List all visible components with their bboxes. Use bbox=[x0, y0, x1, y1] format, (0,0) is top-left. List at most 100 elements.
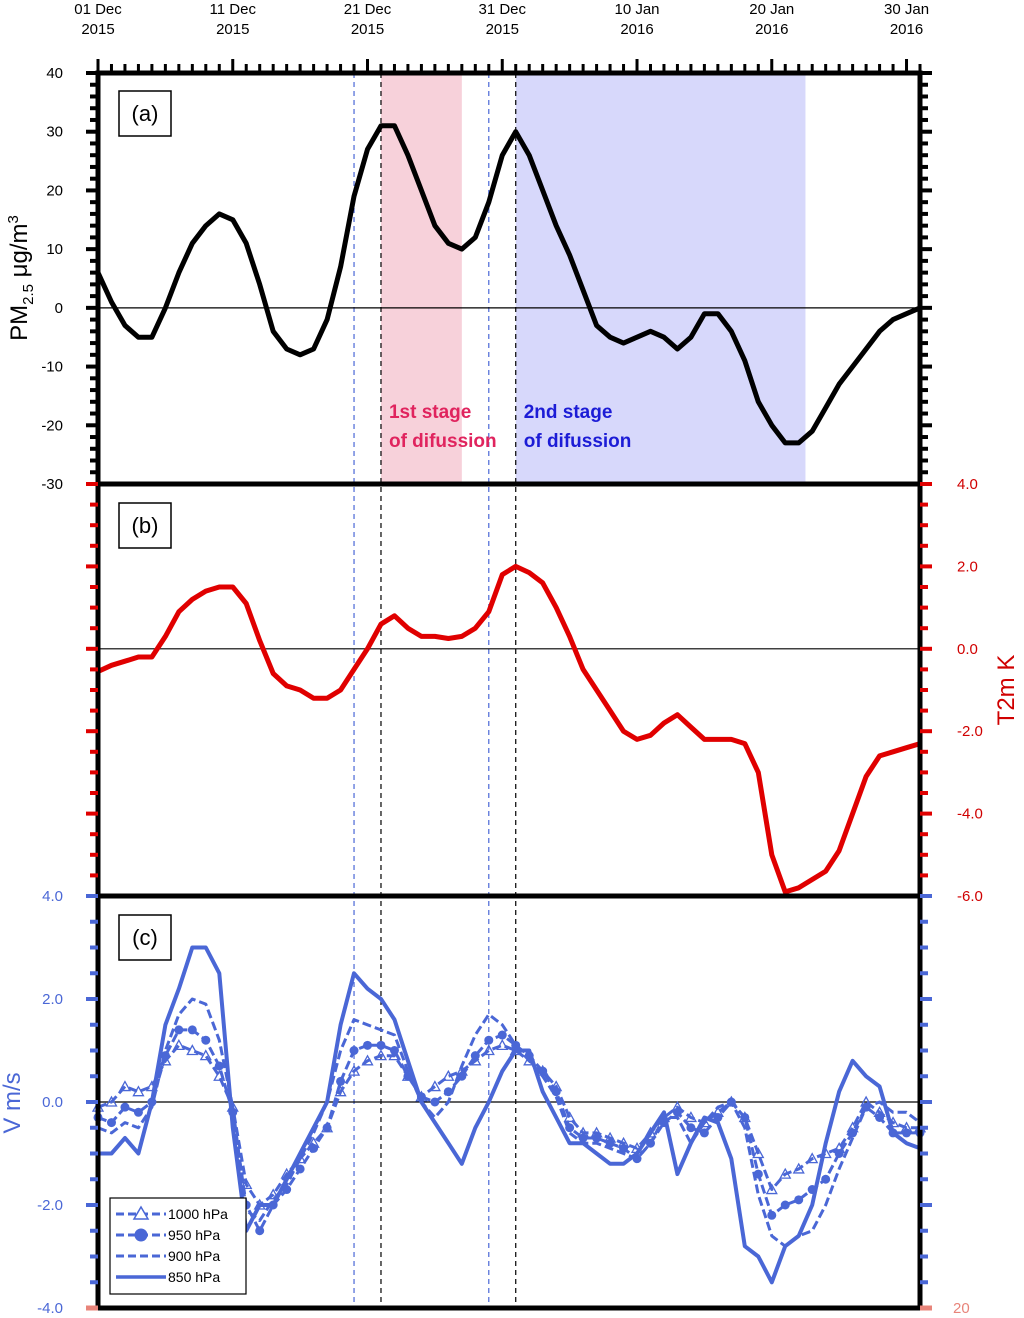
legend-label-1: 1000 hPa bbox=[168, 1206, 228, 1222]
point-1000hpa bbox=[482, 1044, 495, 1056]
panel-label-box-3 bbox=[118, 914, 172, 961]
x-tick-label-line2: 2015 bbox=[351, 21, 384, 38]
y-tick-label-t2m: 4.0 bbox=[957, 476, 978, 493]
x-tick-label-line2: 2015 bbox=[216, 21, 249, 38]
y-tick-label-wind: 2.0 bbox=[42, 991, 63, 1008]
panel-label-box-1 bbox=[118, 90, 172, 137]
stage-1-label-line2: of difussion bbox=[389, 431, 497, 452]
y-tick-label-pm25: -10 bbox=[41, 359, 63, 376]
x-tick-label-line1: 10 Jan bbox=[614, 1, 659, 18]
y-tick-label-pm25: 0 bbox=[55, 300, 63, 317]
point-1000hpa bbox=[765, 1183, 778, 1195]
y-tick-label-wind: -2.0 bbox=[37, 1197, 63, 1214]
point-950hpa bbox=[133, 1107, 143, 1117]
point-950hpa bbox=[174, 1025, 184, 1035]
point-950hpa bbox=[322, 1123, 332, 1133]
y-tick-label-pm25: 30 bbox=[46, 124, 63, 141]
legend-label-4: 850 hPa bbox=[168, 1269, 220, 1285]
point-950hpa bbox=[214, 1061, 224, 1071]
point-950hpa bbox=[430, 1097, 440, 1107]
point-1000hpa bbox=[132, 1085, 145, 1097]
legend-layer: 1000 hPa 950 hPa 900 hPa 850 hPa bbox=[109, 1197, 247, 1295]
point-950hpa bbox=[106, 1118, 116, 1128]
point-1000hpa bbox=[105, 1095, 118, 1107]
point-950hpa bbox=[794, 1195, 804, 1205]
x-tick-label-line1: 11 Dec bbox=[210, 1, 257, 18]
point-1000hpa bbox=[199, 1049, 212, 1061]
legend-label-3: 900 hPa bbox=[168, 1248, 220, 1264]
point-950hpa bbox=[201, 1035, 211, 1045]
point-1000hpa bbox=[792, 1162, 805, 1174]
x-tick-label-line1: 01 Dec bbox=[74, 1, 122, 18]
right-bottom-label: 20 bbox=[953, 1300, 970, 1317]
point-950hpa bbox=[295, 1164, 305, 1174]
panel-label-1: (a) bbox=[132, 101, 159, 126]
wind-series-line-900-hpa bbox=[98, 997, 920, 1248]
x-tick-label-line1: 21 Dec bbox=[344, 1, 392, 18]
point-1000hpa bbox=[563, 1111, 576, 1123]
y-tick-label-wind: -4.0 bbox=[37, 1300, 63, 1317]
y-tick-label-pm25: 20 bbox=[46, 182, 63, 199]
stage-1-label-line1: 1st stage bbox=[389, 402, 471, 423]
point-950hpa bbox=[336, 1076, 346, 1086]
point-1000hpa bbox=[806, 1152, 819, 1164]
y-axis-title-t2m: T2m K bbox=[993, 655, 1020, 726]
point-950hpa bbox=[443, 1087, 453, 1097]
y-tick-label-t2m: 2.0 bbox=[957, 558, 978, 575]
point-1000hpa bbox=[684, 1111, 698, 1123]
x-tick-label-line1: 30 Jan bbox=[884, 1, 929, 18]
stage-region-1 bbox=[380, 73, 462, 484]
point-1000hpa bbox=[374, 1049, 388, 1061]
point-950hpa bbox=[538, 1066, 548, 1076]
point-950hpa bbox=[672, 1107, 682, 1117]
point-1000hpa bbox=[361, 1054, 374, 1066]
point-950hpa bbox=[363, 1040, 373, 1050]
point-950hpa bbox=[551, 1087, 561, 1097]
t2m-series-line bbox=[98, 563, 920, 895]
point-950hpa bbox=[592, 1133, 602, 1143]
point-1000hpa bbox=[442, 1069, 455, 1081]
point-950hpa bbox=[740, 1112, 750, 1122]
legend-marker-triangle bbox=[132, 1205, 150, 1220]
y-tick-label-pm25: 10 bbox=[46, 241, 63, 258]
point-950hpa bbox=[875, 1112, 885, 1122]
point-1000hpa bbox=[240, 1178, 253, 1190]
zero-lines-layer bbox=[98, 307, 920, 1103]
y-tick-label-t2m: 0.0 bbox=[957, 641, 978, 658]
point-950hpa bbox=[821, 1174, 831, 1184]
legend-marker-circle bbox=[134, 1228, 148, 1242]
point-950hpa bbox=[389, 1046, 399, 1055]
y-tick-label-pm25: -30 bbox=[41, 476, 63, 493]
point-950hpa bbox=[834, 1149, 844, 1158]
point-1000hpa bbox=[186, 1044, 199, 1056]
y-axis-title-pm25: PM2.5 μg/m3 bbox=[5, 215, 37, 341]
point-950hpa bbox=[120, 1102, 130, 1112]
point-950hpa bbox=[255, 1226, 265, 1236]
point-950hpa bbox=[497, 1030, 507, 1040]
point-950hpa bbox=[470, 1051, 480, 1061]
panel-label-3: (c) bbox=[132, 925, 158, 950]
point-1000hpa bbox=[172, 1039, 185, 1050]
x-tick-label-line2: 2016 bbox=[755, 21, 788, 38]
point-950hpa bbox=[605, 1138, 615, 1148]
x-tick-label-line2: 2015 bbox=[486, 21, 519, 38]
x-tick-label-line1: 31 Dec bbox=[478, 1, 526, 18]
point-950hpa bbox=[376, 1040, 386, 1050]
point-950hpa bbox=[686, 1123, 696, 1133]
y-axis-title-wind: V m/s bbox=[0, 1072, 26, 1133]
point-1000hpa bbox=[496, 1039, 509, 1050]
wind-series-line-850-hpa bbox=[98, 945, 920, 1285]
point-950hpa bbox=[699, 1128, 709, 1138]
panel-frame-2 bbox=[95, 481, 923, 899]
panel-label-box-2 bbox=[118, 502, 172, 549]
ticks-layer bbox=[86, 59, 932, 1311]
point-1000hpa bbox=[779, 1167, 792, 1179]
point-1000hpa bbox=[752, 1147, 765, 1159]
point-1000hpa bbox=[118, 1080, 132, 1092]
point-950hpa bbox=[349, 1046, 359, 1055]
y-tick-label-pm25: -20 bbox=[41, 417, 63, 434]
point-1000hpa bbox=[428, 1080, 441, 1092]
stage-region-2 bbox=[515, 73, 806, 484]
wind-series-line-1000-hpa bbox=[98, 1043, 920, 1207]
